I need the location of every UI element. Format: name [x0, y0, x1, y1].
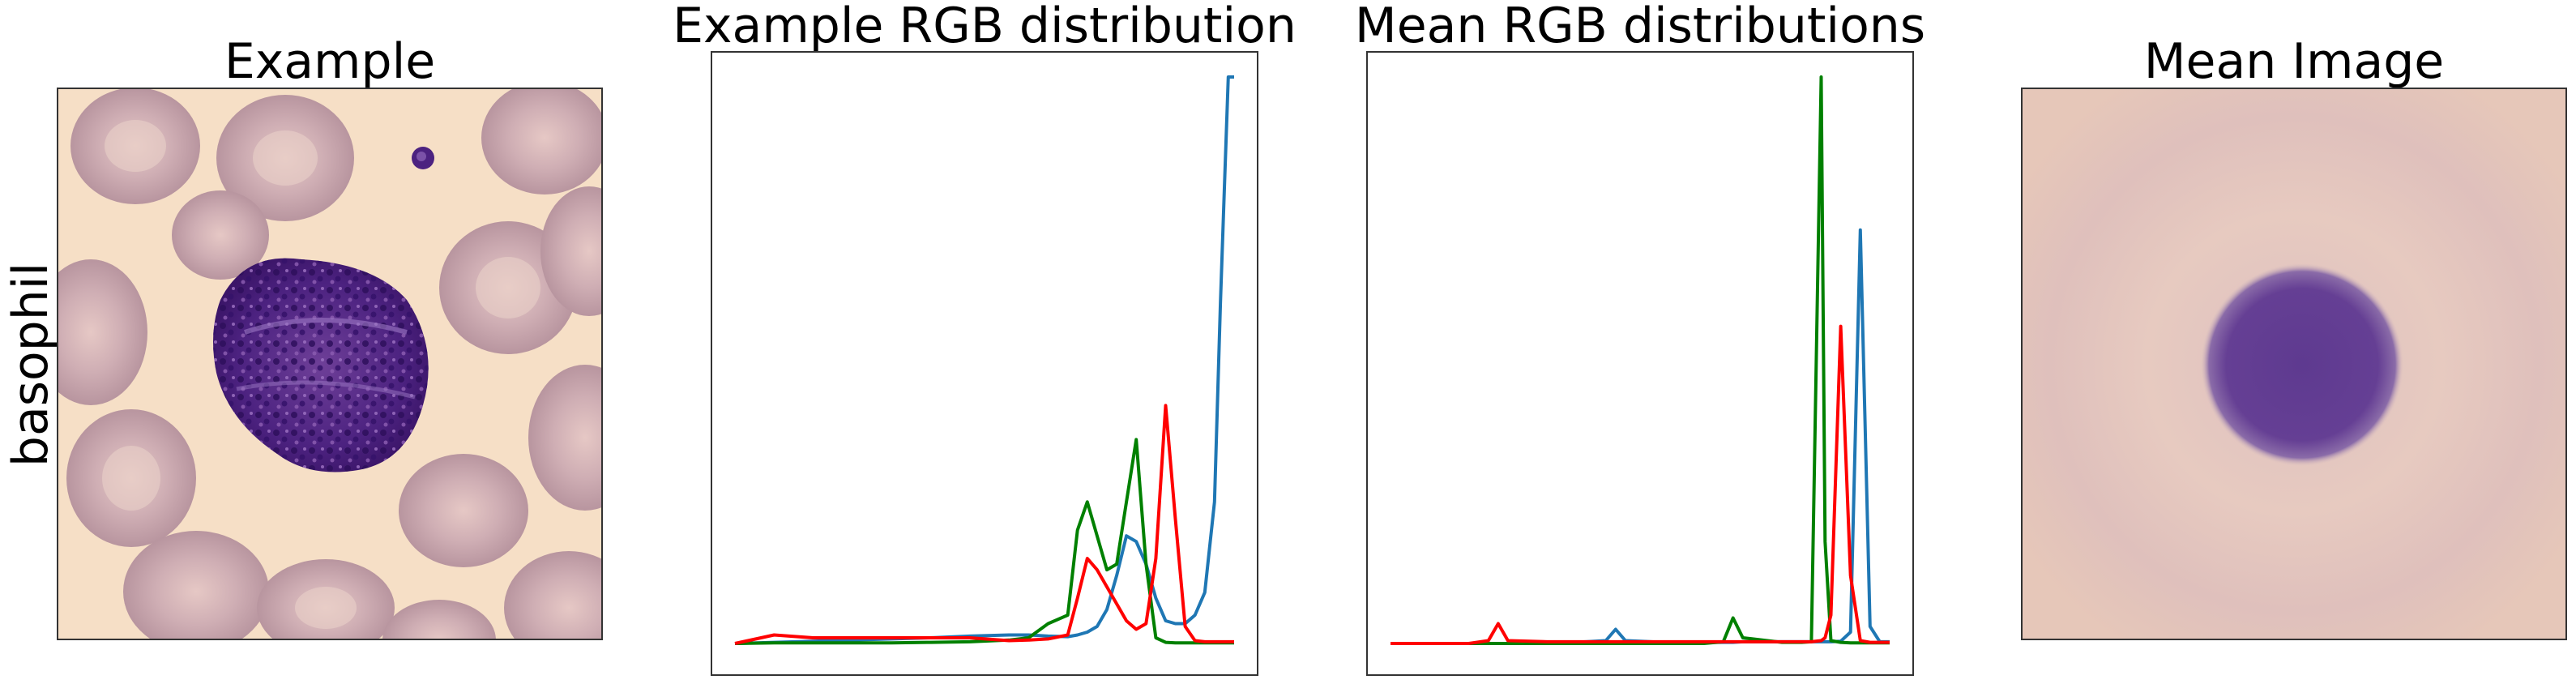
mean-rgb-chart [1366, 51, 1914, 676]
green-channel-line [734, 438, 1234, 645]
example-title: Example [224, 33, 436, 90]
green-channel-line [1391, 75, 1890, 645]
mean-image [2021, 88, 2567, 640]
blue-channel-line [734, 75, 1234, 645]
mean-rgb-title: Mean RGB distributions [1354, 0, 1926, 54]
example-rgb-plot [734, 75, 1234, 645]
mean-image-title: Mean Image [2143, 33, 2445, 90]
basophil-nucleus [213, 258, 429, 472]
basophil-cell-picture [58, 89, 601, 639]
example-image [57, 88, 603, 640]
red-channel-line [734, 404, 1234, 645]
row-label: basophil [2, 262, 59, 468]
red-blood-cells [58, 89, 601, 639]
example-rgb-chart [711, 51, 1258, 676]
mean-cell-picture [2023, 89, 2565, 639]
example-rgb-title: Example RGB distribution [673, 0, 1297, 54]
mean-rgb-plot [1391, 75, 1890, 645]
mean-nucleus [2201, 263, 2403, 466]
red-channel-line [1391, 324, 1890, 645]
